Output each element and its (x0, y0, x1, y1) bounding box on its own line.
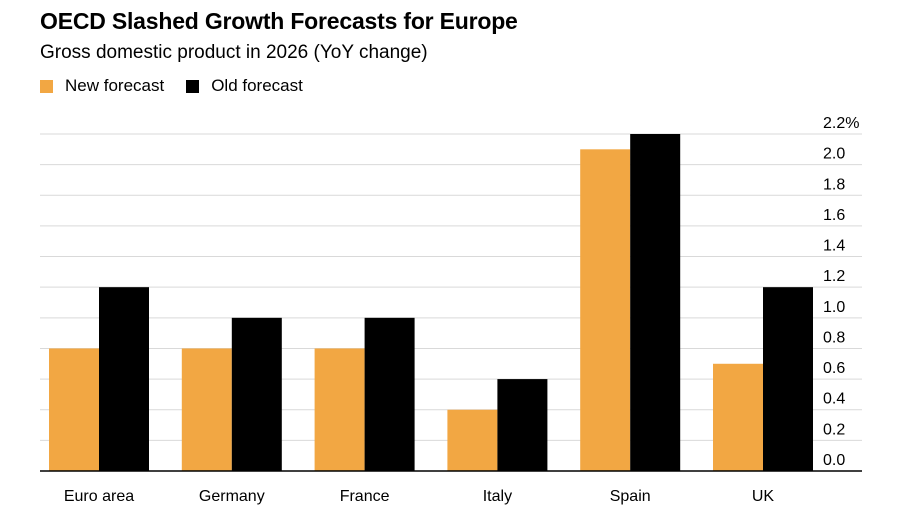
legend-item-new: New forecast (40, 76, 164, 96)
legend-swatch-new (40, 79, 53, 93)
bar-new-forecast (713, 363, 763, 471)
x-category-label: France (340, 488, 390, 505)
legend-label-new: New forecast (65, 76, 165, 95)
bar-new-forecast (580, 149, 631, 471)
legend: New forecast Old forecast (40, 76, 325, 96)
y-tick-label: 1.2 (823, 268, 845, 285)
y-tick-label: 0.8 (823, 329, 845, 346)
bar-old-forecast (630, 134, 681, 471)
y-tick-label: 2.2% (823, 115, 859, 132)
y-tick-label: 1.0 (823, 299, 845, 316)
bar-new-forecast (447, 409, 498, 471)
chart-title: OECD Slashed Growth Forecasts for Europe (40, 8, 518, 34)
y-tick-label: 0.0 (823, 452, 845, 469)
y-tick-label: 1.6 (823, 207, 845, 224)
y-tick-label: 0.6 (823, 360, 845, 377)
bar-old-forecast (763, 287, 813, 471)
y-tick-label: 0.2 (823, 421, 845, 438)
legend-label-old: Old forecast (211, 76, 303, 95)
x-category-label: Italy (483, 488, 512, 505)
bar-old-forecast (99, 287, 149, 471)
y-tick-label: 1.4 (823, 238, 845, 255)
x-category-label: Spain (610, 488, 651, 505)
x-category-label: UK (752, 488, 775, 505)
bar-new-forecast (49, 348, 99, 471)
legend-swatch-old (186, 79, 200, 93)
bar-new-forecast (314, 348, 365, 471)
x-category-label: Euro area (64, 488, 134, 505)
legend-item-old: Old forecast (186, 76, 303, 96)
y-tick-label: 0.4 (823, 391, 845, 408)
y-tick-label: 2.0 (823, 146, 845, 163)
chart-subtitle: Gross domestic product in 2026 (YoY chan… (40, 42, 428, 63)
bar-new-forecast (181, 348, 232, 471)
bar-old-forecast (231, 317, 282, 471)
bar-old-forecast (497, 379, 548, 471)
x-category-label: Germany (199, 488, 265, 505)
bar-old-forecast (364, 317, 415, 471)
y-tick-label: 1.8 (823, 176, 845, 193)
